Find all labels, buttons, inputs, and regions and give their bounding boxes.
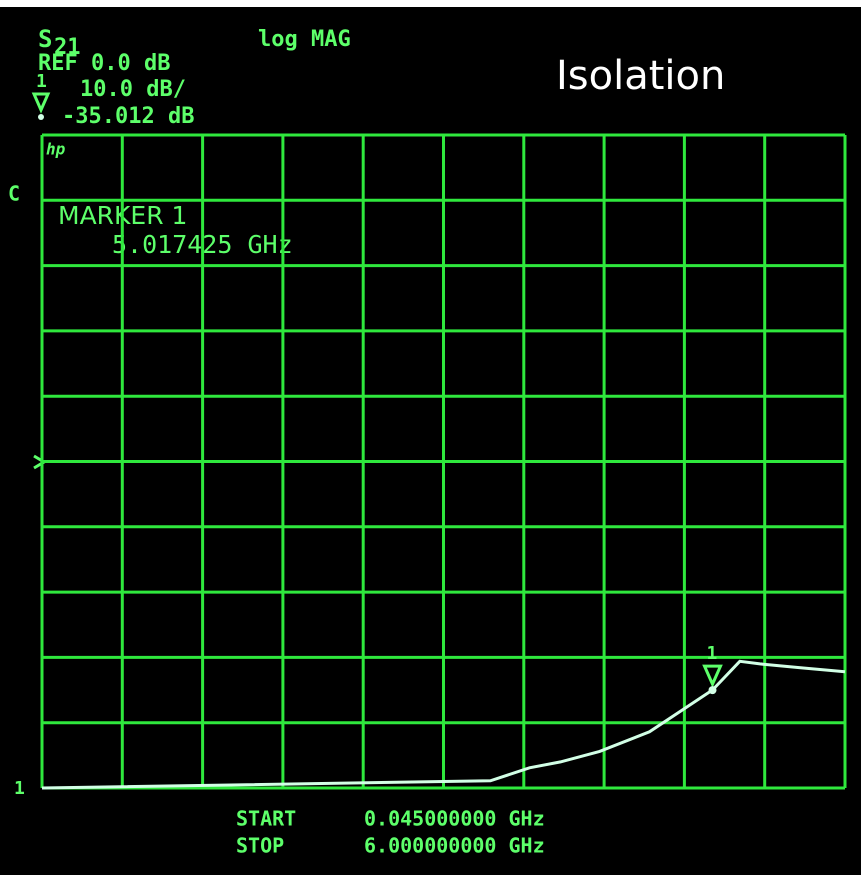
param: S (38, 25, 52, 53)
scale: 10.0 dB/ (80, 77, 186, 102)
marker-point (709, 686, 717, 694)
format: log MAG (258, 27, 351, 52)
top-bar (0, 0, 861, 7)
analyzer-screen: S 21 log MAG REF 0.0 dB 1 10.0 dB/ -35.0… (0, 0, 861, 875)
start: 0.045000000 GHz (364, 807, 545, 831)
start-label: START (236, 807, 296, 831)
marker-name: 1 (707, 643, 718, 664)
marker-icon (34, 94, 48, 110)
ref: REF 0.0 dB (38, 51, 170, 76)
stop: 6.000000000 GHz (364, 834, 545, 858)
channel: 1 (14, 778, 25, 799)
marker (705, 666, 721, 684)
marker-readout: -35.012 dB (62, 104, 194, 129)
stop-label: STOP (236, 834, 284, 858)
brand: hp (46, 140, 66, 159)
channel-marker: 1 (36, 71, 47, 92)
cal: C (8, 182, 20, 206)
chart-title: Isolation (556, 53, 725, 99)
marker-dot (38, 114, 44, 120)
